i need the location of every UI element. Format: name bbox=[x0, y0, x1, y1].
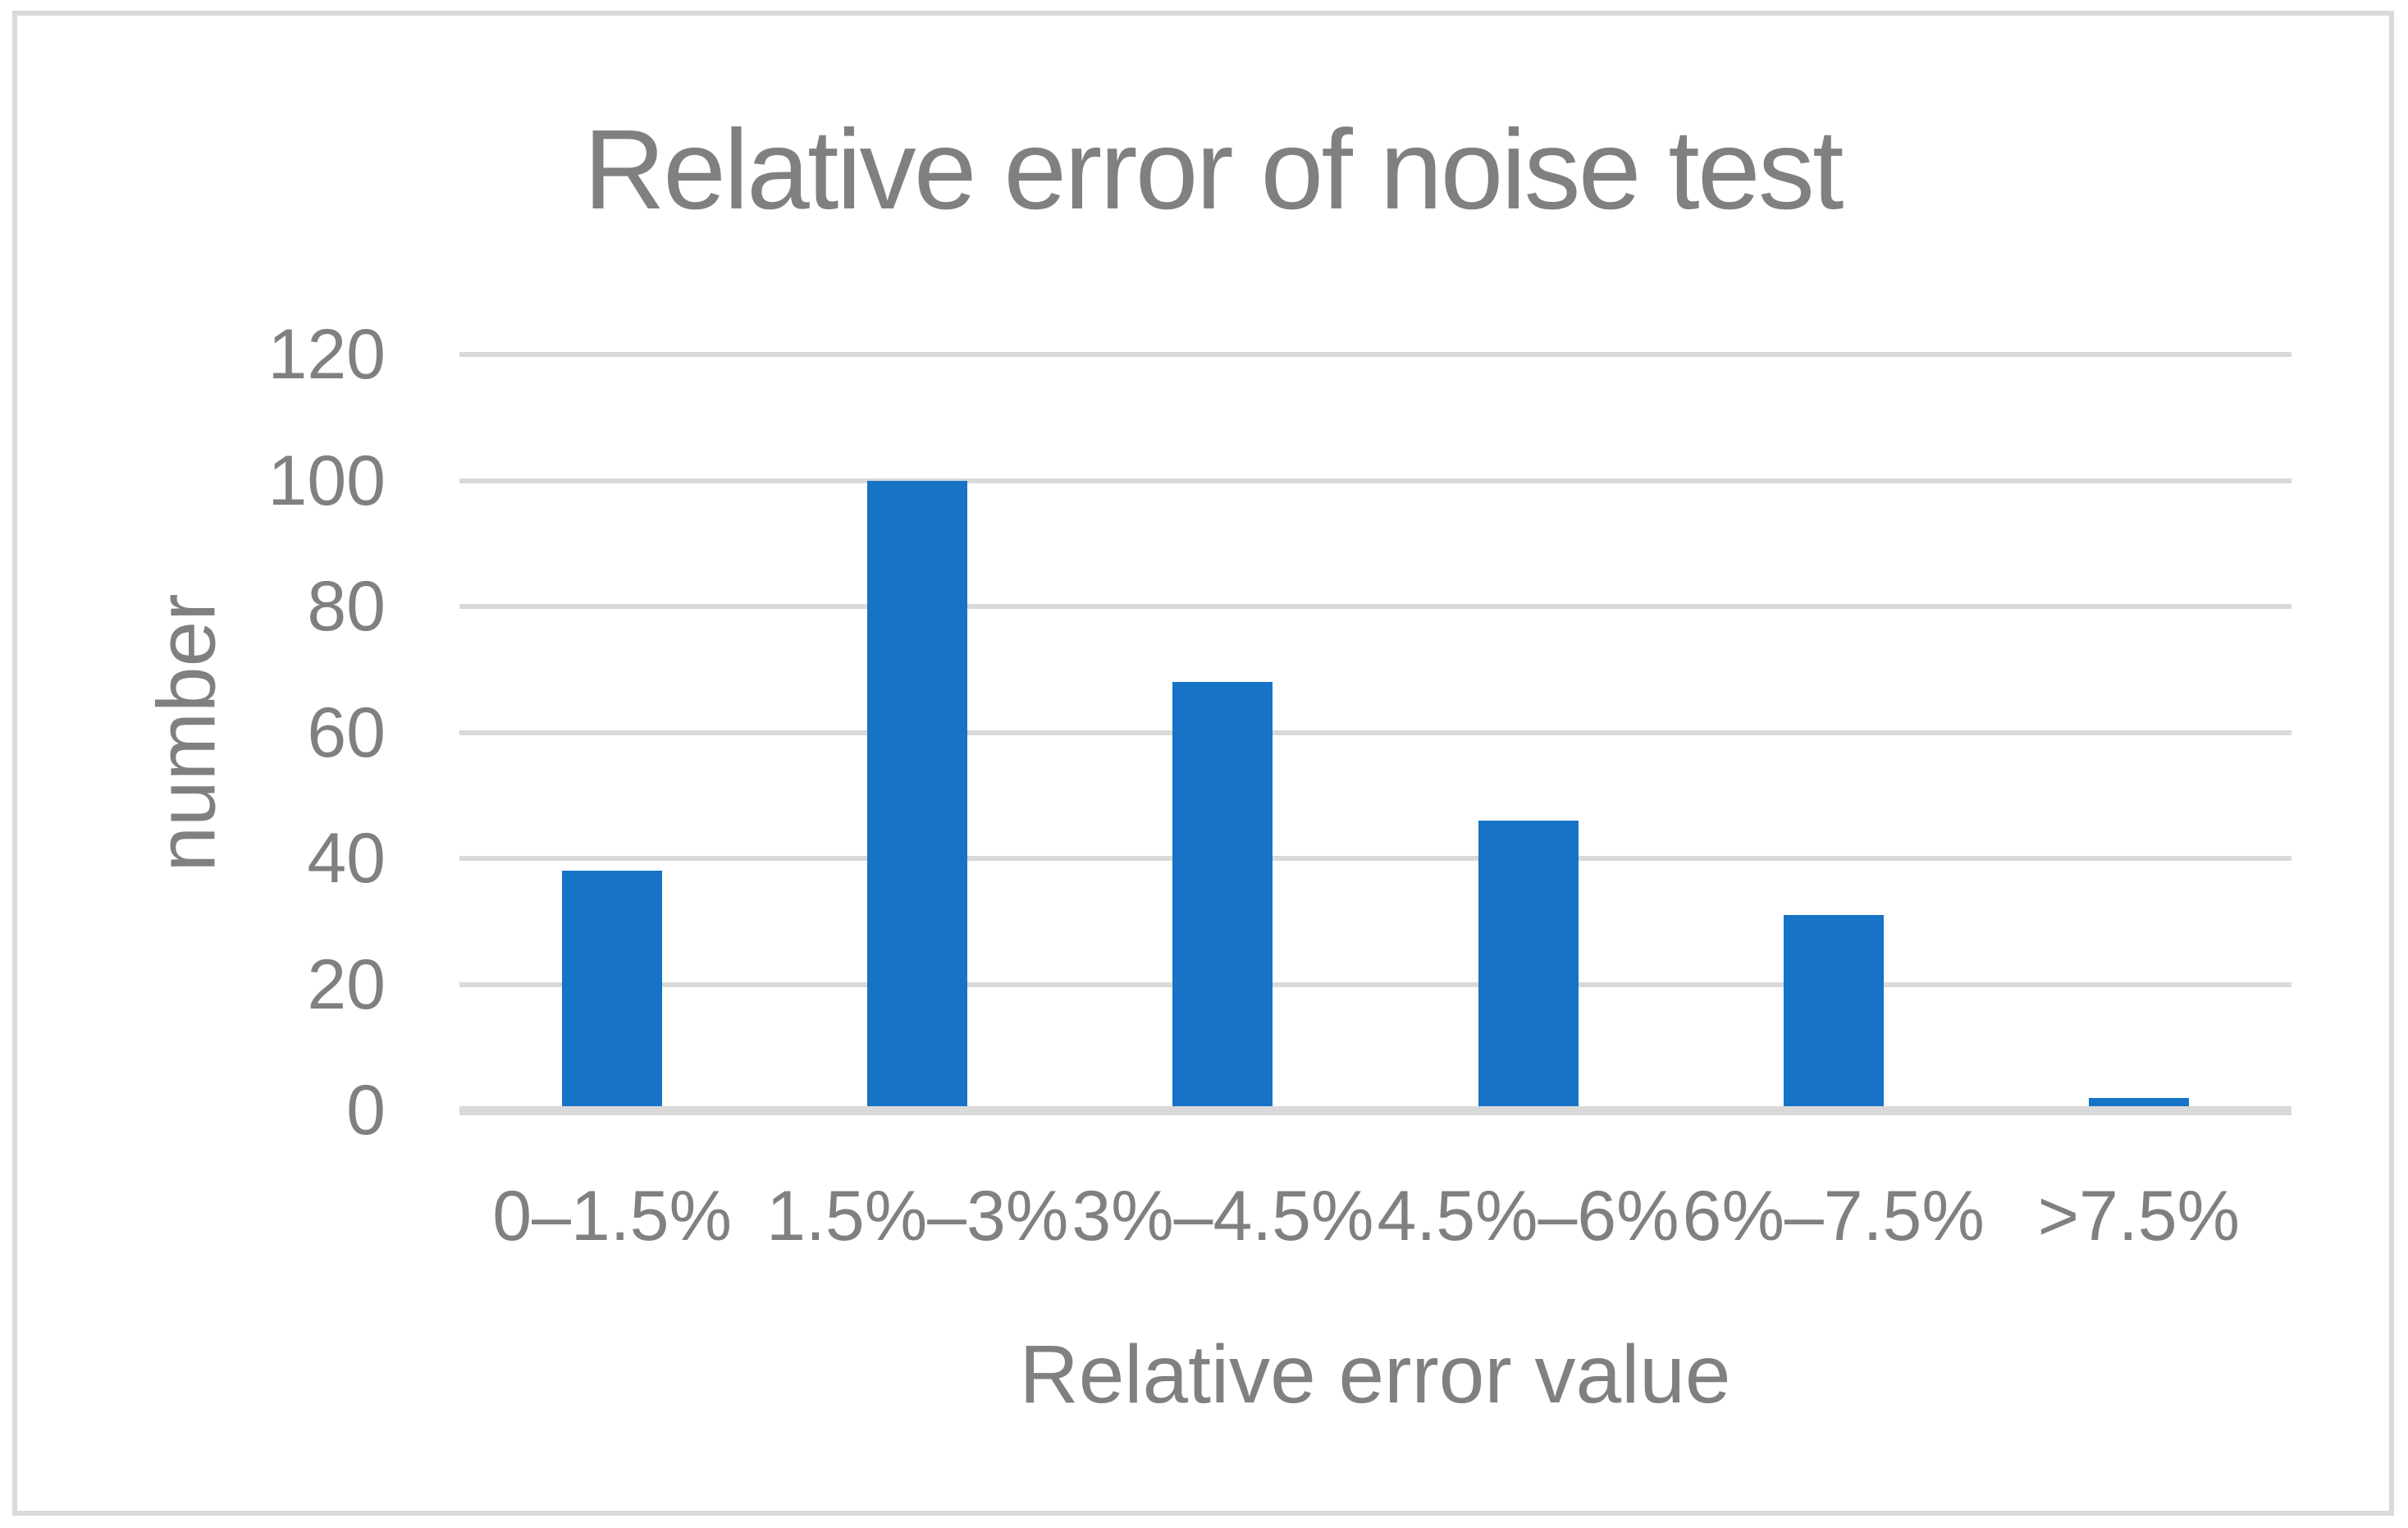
x-tick-label: >7.5% bbox=[2037, 1177, 2241, 1256]
gridline bbox=[459, 730, 2291, 735]
x-axis-line bbox=[459, 1105, 2291, 1115]
x-tick-label: 4.5%–6% bbox=[1377, 1177, 1679, 1256]
x-tick-label: 6%–7.5% bbox=[1682, 1177, 1985, 1256]
gridline bbox=[459, 478, 2291, 483]
x-tick-label: 3%–4.5% bbox=[1071, 1177, 1374, 1256]
bar bbox=[562, 871, 663, 1106]
chart-frame bbox=[12, 11, 2394, 1516]
gridline bbox=[459, 604, 2291, 609]
bar bbox=[867, 480, 968, 1106]
x-tick-label: 0–1.5% bbox=[492, 1177, 732, 1256]
bar bbox=[1478, 820, 1579, 1106]
y-tick-label: 120 bbox=[267, 315, 386, 394]
y-tick-label: 20 bbox=[307, 945, 386, 1024]
y-axis-tick-labels: 0 20 40 60 80 100 120 bbox=[246, 315, 386, 1150]
gridline bbox=[459, 352, 2291, 357]
y-tick-label: 60 bbox=[307, 693, 386, 772]
chart-title: Relative error of noise test bbox=[583, 107, 1844, 233]
bar bbox=[1783, 915, 1884, 1106]
plot-area bbox=[459, 352, 2291, 1115]
y-tick-label: 80 bbox=[307, 567, 386, 646]
bar bbox=[2088, 1097, 2189, 1106]
x-axis-title: Relative error value bbox=[1019, 1329, 1731, 1420]
gridline bbox=[459, 981, 2291, 987]
y-tick-label: 100 bbox=[267, 441, 386, 520]
gridline bbox=[459, 856, 2291, 861]
y-tick-label: 40 bbox=[307, 819, 386, 898]
x-axis-tick-labels: 0–1.5% 1.5%–3% 3%–4.5% 4.5%–6% 6%–7.5% >7.5% bbox=[459, 1175, 2291, 1274]
y-axis-title: number bbox=[140, 593, 233, 872]
y-tick-label: 0 bbox=[346, 1071, 386, 1150]
x-tick-label: 1.5%–3% bbox=[766, 1177, 1069, 1256]
bar bbox=[1172, 682, 1273, 1106]
